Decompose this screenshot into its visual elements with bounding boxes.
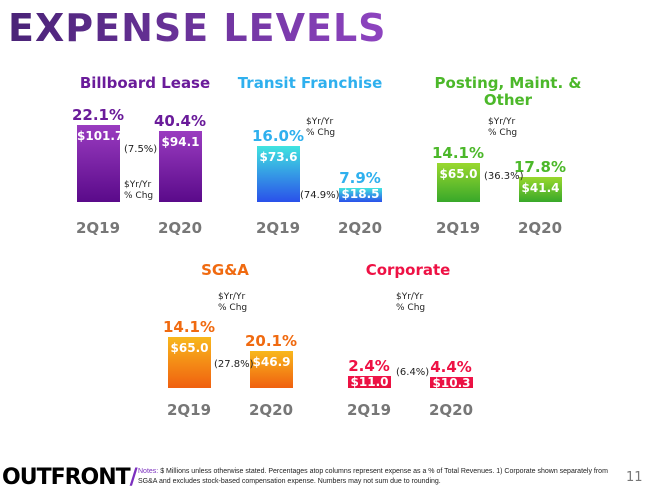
logo-slash: / xyxy=(129,465,138,490)
category-label: 2Q19 xyxy=(255,219,301,237)
bar xyxy=(430,376,473,388)
yoy-change-caption: $Yr/Yr% Chg xyxy=(218,292,247,314)
bar xyxy=(519,177,562,202)
footer-notes: Notes: $ Millions unless otherwise state… xyxy=(138,467,608,487)
category-label: 2Q20 xyxy=(157,219,203,237)
pct-of-revenue-label: 14.1% xyxy=(162,318,216,336)
yoy-caption-line: $Yr/Yr xyxy=(218,292,246,302)
bar xyxy=(348,376,391,388)
yoy-change-value: (6.4%) xyxy=(396,367,430,378)
bar xyxy=(257,146,300,202)
bar-value-label: $46.9 xyxy=(252,355,291,370)
logo-text: OUTFRONT xyxy=(2,465,131,490)
yoy-caption-line: $Yr/Yr xyxy=(396,292,424,302)
panel-title: SG&A xyxy=(201,261,249,279)
bar-value-label: $101.7 xyxy=(77,129,124,143)
bar xyxy=(437,163,480,202)
bar-value-label: $73.6 xyxy=(259,150,298,164)
yoy-change-value: (27.8%) xyxy=(214,359,254,370)
category-label: 2Q19 xyxy=(75,219,121,237)
yoy-change-caption: $Yr/Yr% Chg xyxy=(488,117,517,139)
pct-of-revenue-label: 40.4% xyxy=(153,111,207,130)
panel-title: Transit Franchise xyxy=(237,74,383,92)
pct-of-revenue-label: 4.4% xyxy=(430,357,472,376)
yoy-change-caption: $Yr/Yr% Chg xyxy=(396,292,425,314)
bar xyxy=(339,187,382,202)
yoy-caption-line: % Chg xyxy=(488,128,518,138)
yoy-caption-line: $Yr/Yr xyxy=(488,117,516,127)
yoy-caption-line: % Chg xyxy=(124,191,154,201)
bar-value-label: $10.3 xyxy=(432,375,471,390)
yoy-change-value: (7.5%) xyxy=(124,144,158,155)
pct-of-revenue-label: 16.0% xyxy=(251,127,305,145)
yoy-change-value: (74.9%) xyxy=(300,190,340,201)
category-label: 2Q20 xyxy=(517,219,563,237)
notes-label: Notes: xyxy=(138,468,159,475)
panel-title: Posting, Maint. & Other xyxy=(434,74,582,109)
yoy-caption-line: % Chg xyxy=(306,128,336,138)
panel-title: Billboard Lease xyxy=(79,74,211,92)
bar-value-label: $18.5 xyxy=(341,186,380,201)
pct-of-revenue-label: 20.1% xyxy=(244,332,298,351)
pct-of-revenue-label: 14.1% xyxy=(431,144,485,162)
panel-title: Corporate xyxy=(365,261,451,279)
pct-of-revenue-label: 22.1% xyxy=(71,106,125,124)
yoy-change-caption: $Yr/Yr% Chg xyxy=(306,117,335,139)
bar xyxy=(159,130,202,202)
yoy-caption-line: % Chg xyxy=(218,303,248,313)
bar xyxy=(250,351,293,388)
page-number: 11 xyxy=(626,470,643,485)
category-label: 2Q20 xyxy=(248,401,294,419)
pct-of-revenue-label: 2.4% xyxy=(348,357,390,375)
bar-value-label: $65.0 xyxy=(439,167,478,181)
category-label: 2Q20 xyxy=(428,401,474,419)
pct-of-revenue-label: 7.9% xyxy=(339,168,381,187)
bar-value-label: $11.0 xyxy=(350,375,389,389)
category-label: 2Q19 xyxy=(346,401,392,419)
page-title: EXPENSE LEVELS xyxy=(8,6,387,50)
bar-value-label: $65.0 xyxy=(170,341,209,355)
yoy-change-caption: $Yr/Yr% Chg xyxy=(124,180,153,202)
bar-value-label: $94.1 xyxy=(161,134,200,149)
outfront-logo: OUTFRONT/ xyxy=(2,465,138,490)
category-label: 2Q19 xyxy=(435,219,481,237)
yoy-caption-line: % Chg xyxy=(396,303,426,313)
category-label: 2Q19 xyxy=(166,401,212,419)
category-label: 2Q20 xyxy=(337,219,383,237)
yoy-caption-line: $Yr/Yr xyxy=(306,117,334,127)
bar-value-label: $41.4 xyxy=(521,181,560,196)
yoy-caption-line: $Yr/Yr xyxy=(124,180,152,190)
yoy-change-value: (36.3%) xyxy=(484,171,524,182)
bar xyxy=(77,125,120,202)
bar xyxy=(168,337,211,388)
notes-text: $ Millions unless otherwise stated. Perc… xyxy=(138,468,608,485)
pct-of-revenue-label: 17.8% xyxy=(513,158,567,177)
